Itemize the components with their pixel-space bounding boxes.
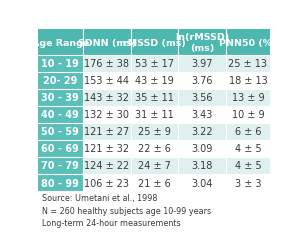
Text: 3.56: 3.56 [191, 93, 213, 103]
Bar [226, 55, 270, 72]
Bar [226, 30, 270, 55]
Bar [130, 157, 178, 174]
Text: 80 - 99: 80 - 99 [41, 178, 79, 188]
Text: 25 ± 13: 25 ± 13 [228, 59, 267, 69]
Bar [226, 157, 270, 174]
Bar [83, 140, 130, 157]
Bar [226, 174, 270, 191]
Text: 70 - 79: 70 - 79 [41, 161, 79, 171]
Text: 3.09: 3.09 [191, 144, 213, 154]
Text: 153 ± 44: 153 ± 44 [84, 76, 129, 86]
Text: 50 - 59: 50 - 59 [41, 127, 79, 137]
Bar [38, 123, 83, 140]
Bar [178, 72, 226, 89]
Bar [226, 140, 270, 157]
Bar [38, 140, 83, 157]
Text: 21 ± 6: 21 ± 6 [138, 178, 171, 188]
Text: 53 ± 17: 53 ± 17 [135, 59, 174, 69]
Bar [178, 157, 226, 174]
Text: 20- 29: 20- 29 [43, 76, 77, 86]
Text: SDNN (ms): SDNN (ms) [77, 38, 136, 47]
Text: 18 ± 13: 18 ± 13 [229, 76, 267, 86]
Text: 124 ± 22: 124 ± 22 [84, 161, 129, 171]
Bar [130, 30, 178, 55]
Bar [38, 106, 83, 123]
Text: 3.18: 3.18 [191, 161, 213, 171]
Text: 4 ± 5: 4 ± 5 [235, 144, 261, 154]
Text: 25 ± 9: 25 ± 9 [138, 127, 171, 137]
Text: 3.04: 3.04 [191, 178, 213, 188]
Text: 3.76: 3.76 [191, 76, 213, 86]
Text: 10 ± 9: 10 ± 9 [232, 110, 264, 120]
Bar [83, 123, 130, 140]
Bar [178, 174, 226, 191]
Text: 6 ± 6: 6 ± 6 [235, 127, 261, 137]
Bar [38, 30, 83, 55]
Text: 30 - 39: 30 - 39 [41, 93, 79, 103]
Text: 24 ± 7: 24 ± 7 [138, 161, 171, 171]
Bar [130, 89, 178, 106]
Text: 43 ± 19: 43 ± 19 [135, 76, 174, 86]
Text: 176 ± 38: 176 ± 38 [84, 59, 129, 69]
Bar [83, 106, 130, 123]
Bar [226, 89, 270, 106]
Text: Age Range: Age Range [32, 38, 89, 47]
Text: 22 ± 6: 22 ± 6 [138, 144, 171, 154]
Bar [226, 123, 270, 140]
Bar [130, 123, 178, 140]
Bar [130, 106, 178, 123]
Bar [130, 174, 178, 191]
Text: 121 ± 27: 121 ± 27 [84, 127, 129, 137]
Bar [38, 174, 83, 191]
Bar [38, 89, 83, 106]
Bar [83, 30, 130, 55]
Text: 132 ± 30: 132 ± 30 [84, 110, 129, 120]
Text: 3.22: 3.22 [191, 127, 213, 137]
Bar [83, 89, 130, 106]
Bar [38, 157, 83, 174]
Text: ln(rMSSD)
(ms): ln(rMSSD) (ms) [175, 33, 229, 52]
Bar [178, 123, 226, 140]
Bar [178, 89, 226, 106]
Text: 3.97: 3.97 [191, 59, 213, 69]
Bar [83, 157, 130, 174]
Text: 40 - 49: 40 - 49 [41, 110, 79, 120]
Bar [130, 72, 178, 89]
Text: 13 ± 9: 13 ± 9 [232, 93, 264, 103]
Bar [38, 72, 83, 89]
Bar [226, 72, 270, 89]
Text: 3.43: 3.43 [191, 110, 213, 120]
Bar [178, 30, 226, 55]
Text: rMSSD (ms): rMSSD (ms) [123, 38, 186, 47]
Text: PNN50 (%): PNN50 (%) [219, 38, 277, 47]
Text: 143 ± 32: 143 ± 32 [84, 93, 129, 103]
Bar [178, 140, 226, 157]
Bar [38, 55, 83, 72]
Text: 35 ± 11: 35 ± 11 [135, 93, 174, 103]
Bar [178, 55, 226, 72]
Text: 121 ± 32: 121 ± 32 [84, 144, 129, 154]
Text: 3 ± 3: 3 ± 3 [235, 178, 261, 188]
Bar [130, 140, 178, 157]
Bar [178, 106, 226, 123]
Text: 31 ± 11: 31 ± 11 [135, 110, 174, 120]
Text: 106 ± 23: 106 ± 23 [84, 178, 129, 188]
Text: 10 - 19: 10 - 19 [41, 59, 79, 69]
Text: 4 ± 5: 4 ± 5 [235, 161, 261, 171]
Bar [83, 174, 130, 191]
Text: 60 - 69: 60 - 69 [41, 144, 79, 154]
Text: Source: Umetani et al., 1998
N = 260 healthy subjects age 10-99 years
Long-term : Source: Umetani et al., 1998 N = 260 hea… [42, 193, 211, 227]
Bar [83, 55, 130, 72]
Bar [226, 106, 270, 123]
Bar [130, 55, 178, 72]
Bar [83, 72, 130, 89]
